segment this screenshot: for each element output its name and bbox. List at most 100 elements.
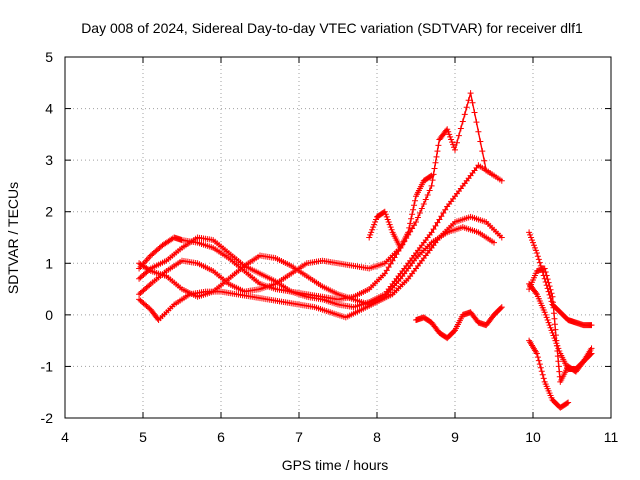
series-layer [136, 90, 595, 411]
x-tick-label: 4 [61, 429, 69, 445]
data-point [491, 239, 497, 246]
data-point [551, 315, 558, 322]
data-point [414, 214, 421, 221]
data-point [433, 153, 440, 160]
series-track-3 [136, 90, 505, 298]
data-point [551, 321, 558, 328]
data-point [387, 224, 394, 231]
data-point [368, 229, 375, 236]
data-point [150, 249, 157, 256]
data-point [498, 234, 505, 241]
data-point [542, 268, 549, 275]
x-tick-labels: 4 5 6 7 8 9 10 11 [61, 429, 618, 445]
x-tick-label: 5 [139, 429, 147, 445]
y-axis-label: SDTVAR / TECUs [5, 182, 21, 294]
data-point [410, 206, 417, 213]
data-point [545, 319, 552, 326]
data-point [370, 224, 377, 231]
data-point [588, 322, 595, 329]
data-point [144, 283, 151, 290]
data-point [529, 237, 536, 244]
data-point [448, 136, 455, 143]
data-point [367, 231, 374, 238]
data-point [550, 310, 557, 317]
data-point [452, 146, 458, 153]
data-point [450, 141, 457, 148]
data-point [418, 205, 425, 212]
series-track-7 [413, 304, 505, 342]
data-point [429, 177, 436, 184]
data-point [549, 293, 556, 300]
y-tick-label: 0 [45, 307, 53, 323]
x-tick-label: 7 [295, 429, 303, 445]
data-point [444, 126, 451, 133]
data-point [153, 247, 160, 254]
data-point [435, 142, 442, 149]
data-point [469, 99, 476, 106]
data-point [538, 368, 545, 375]
data-point [137, 274, 144, 281]
data-point [381, 208, 388, 215]
data-point [136, 296, 143, 303]
data-point [152, 248, 159, 255]
data-point [471, 109, 478, 116]
data-point [426, 187, 433, 194]
x-tick-label: 6 [217, 429, 225, 445]
data-point [556, 368, 563, 375]
data-point [479, 148, 486, 155]
data-point [385, 219, 392, 226]
data-point [540, 375, 547, 382]
data-point [147, 252, 154, 259]
data-point [532, 247, 539, 254]
data-point [434, 219, 441, 226]
data-point [413, 219, 419, 226]
data-point [149, 251, 156, 258]
data-point [369, 226, 376, 233]
y-tick-label: -2 [41, 410, 54, 426]
data-point [537, 364, 544, 371]
data-point [530, 242, 537, 249]
data-point [543, 272, 550, 279]
data-point [406, 224, 413, 231]
data-point [465, 97, 472, 104]
data-point [546, 283, 553, 290]
data-point [549, 299, 556, 306]
data-point [155, 246, 162, 253]
y-tick-labels: -2 -1 0 1 2 3 4 5 [41, 49, 54, 426]
data-point [555, 363, 562, 370]
data-point [497, 305, 504, 312]
data-point [550, 304, 557, 311]
data-point [141, 286, 148, 293]
data-point [544, 276, 551, 283]
data-point [385, 264, 392, 271]
data-point [373, 216, 380, 223]
data-point [498, 177, 505, 184]
data-point [141, 301, 148, 308]
data-point [453, 139, 460, 146]
x-tick-label: 8 [373, 429, 381, 445]
y-tick-label: 4 [45, 101, 53, 117]
data-point [547, 286, 554, 293]
data-point [556, 347, 563, 354]
data-point [533, 249, 540, 256]
y-tick-label: 1 [45, 255, 53, 271]
data-point [397, 244, 404, 251]
data-point [146, 267, 153, 274]
data-point [436, 216, 443, 223]
data-point [432, 159, 439, 166]
chart-title: Day 008 of 2024, Sidereal Day-to-day VTE… [81, 20, 583, 36]
data-point [382, 211, 389, 218]
data-point [366, 234, 373, 241]
data-point [409, 211, 416, 218]
data-point [428, 229, 435, 236]
data-point [154, 315, 161, 322]
data-point [541, 265, 548, 272]
data-point [528, 234, 535, 241]
data-point [527, 231, 534, 238]
data-point [534, 253, 541, 260]
data-point [459, 118, 466, 125]
data-point [430, 226, 437, 233]
data-point [457, 125, 464, 132]
data-point [140, 287, 147, 294]
data-point [430, 171, 437, 178]
